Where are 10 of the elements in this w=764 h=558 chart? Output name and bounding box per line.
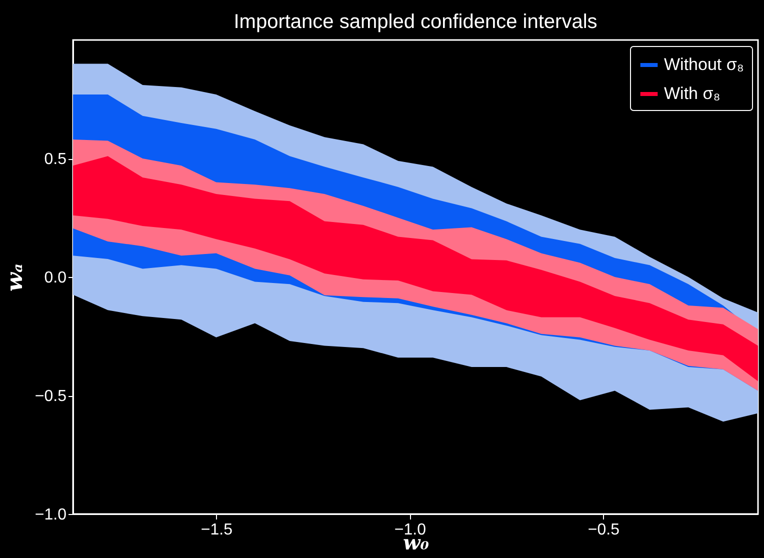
legend-label: Without σ₈ [664,55,744,74]
legend-label: With σ₈ [664,84,720,103]
y-tick-label: 0.0 [44,270,67,286]
chart-title: Importance sampled confidence intervals [234,11,598,33]
x-tick-label: −0.5 [588,522,620,538]
y-tick-label: −1.0 [34,506,67,524]
y-tick-label: −0.5 [34,388,67,405]
y-axis-title: wₐ [2,264,28,292]
x-tick-label: −1.5 [200,522,233,538]
y-tick-label: 0.5 [44,151,67,168]
